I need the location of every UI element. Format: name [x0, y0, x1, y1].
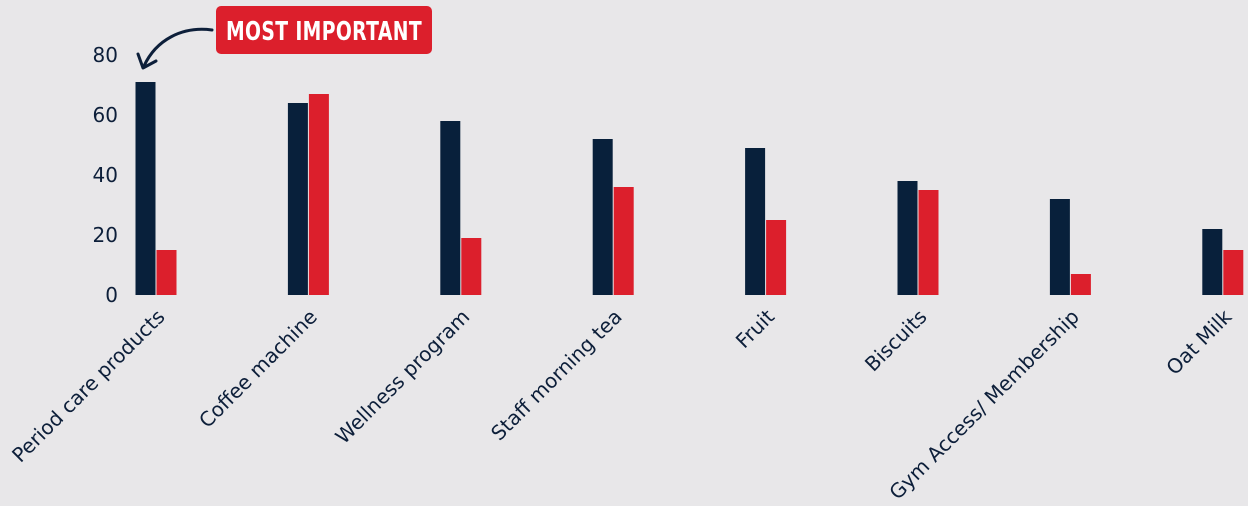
bar-red-4 — [766, 220, 787, 295]
callout-badge — [216, 6, 432, 54]
bar-navy-4 — [745, 148, 766, 295]
y-tick-label: 80 — [93, 43, 118, 67]
bar-red-3 — [613, 187, 634, 295]
y-axis: 0 20 40 60 80 — [93, 43, 118, 307]
bar-red-6 — [1070, 274, 1091, 295]
bar-red-5 — [918, 190, 939, 295]
y-tick-label: 20 — [93, 223, 118, 247]
bar-navy-0 — [135, 82, 156, 295]
bar-navy-1 — [287, 103, 308, 295]
x-axis: Period care products Coffee machine Wellne… — [7, 304, 1237, 504]
bars — [135, 82, 1244, 295]
category-label: Biscuits — [860, 305, 932, 377]
bar-navy-6 — [1049, 199, 1070, 295]
most-important-callout: MOST IMPORTANT — [136, 6, 432, 70]
category-label: Coffee machine — [194, 305, 322, 433]
category-label: Period care products — [7, 305, 169, 467]
category-label: Wellness program — [330, 305, 474, 449]
category-label: Oat Milk — [1161, 304, 1236, 379]
category-label: Staff morning tea — [486, 305, 627, 446]
category-label: Fruit — [731, 304, 779, 352]
bar-red-1 — [308, 94, 329, 295]
callout-arrowhead-icon — [136, 52, 158, 70]
y-tick-label: 40 — [93, 163, 118, 187]
bar-navy-5 — [897, 181, 918, 295]
bar-navy-7 — [1202, 229, 1223, 295]
bar-red-2 — [461, 238, 482, 295]
callout-label: MOST IMPORTANT — [226, 17, 422, 47]
y-tick-label: 60 — [93, 103, 118, 127]
bar-red-0 — [156, 250, 177, 295]
bar-navy-2 — [440, 121, 461, 295]
bar-red-7 — [1223, 250, 1244, 295]
bar-navy-3 — [592, 139, 613, 295]
callout-arrow-icon — [142, 27, 214, 68]
y-tick-label: 0 — [105, 283, 118, 307]
